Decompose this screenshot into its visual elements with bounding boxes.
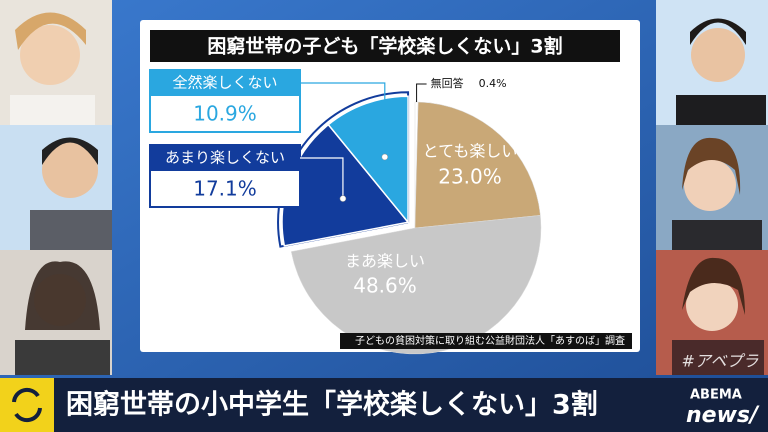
person: [20, 25, 80, 85]
hair: [15, 12, 86, 50]
leader-line: [300, 82, 386, 157]
channel-tag: #アベプラ: [681, 352, 758, 371]
clothes: [30, 210, 112, 250]
legend-value: 10.9%: [193, 102, 257, 126]
chart-source: 子どもの貧困対策に取り組む公益財団法人「あすのば」調査: [355, 334, 625, 347]
slice-value: 23.0%: [438, 165, 502, 189]
banner-icon: [0, 378, 54, 432]
chart-title: 困窮世帯の子ども「学校楽しくない」3割: [207, 35, 562, 58]
clothes: [15, 340, 110, 375]
logo-bottom: news/: [686, 403, 760, 428]
hair: [690, 18, 746, 45]
person: [42, 142, 98, 198]
clothes: [672, 340, 764, 375]
legend-header: [150, 70, 300, 96]
clothes: [676, 95, 766, 125]
legend-header: [150, 145, 300, 171]
note-value: 0.4%: [479, 77, 507, 90]
leader-line: [300, 157, 344, 199]
legend-value: 17.1%: [193, 177, 257, 201]
pie-slice: [290, 215, 542, 355]
hair: [682, 137, 741, 195]
left-panelists: [0, 0, 112, 375]
refresh-icon: [12, 387, 42, 423]
slice-value: 48.6%: [353, 274, 417, 298]
person: [686, 279, 738, 331]
legend-label: 全然楽しくない: [172, 74, 277, 92]
hair: [42, 137, 98, 165]
hair: [25, 261, 100, 330]
leader-dot: [339, 195, 347, 202]
source-bar: [340, 333, 632, 349]
right-panelists: #アベプラ: [656, 0, 768, 375]
legend-label: あまり楽しくない: [165, 149, 285, 167]
person: [684, 159, 736, 211]
slice-label: まあ楽しい: [345, 252, 425, 271]
clothes: [672, 220, 762, 250]
pie-slice: [414, 101, 541, 229]
clothes: [10, 95, 95, 125]
slice-label: とても楽しい: [423, 142, 518, 161]
hair: [682, 257, 745, 315]
person: [691, 28, 745, 82]
leader-dot: [381, 153, 389, 161]
pie-slice: [327, 95, 409, 225]
leader-line: [416, 83, 427, 103]
banner-headline: 困窮世帯の小中学生「学校楽しくない」3割: [66, 389, 598, 421]
note-label: 無回答: [431, 76, 464, 90]
title-bar: [150, 30, 620, 62]
banner: [0, 378, 768, 432]
logo-top: ABEMA: [690, 388, 742, 403]
pie-chart: 無回答 0.4% とても楽しい 23.0% まあ楽しい 48.6% あまり楽しくない 17.1…: [149, 69, 542, 355]
